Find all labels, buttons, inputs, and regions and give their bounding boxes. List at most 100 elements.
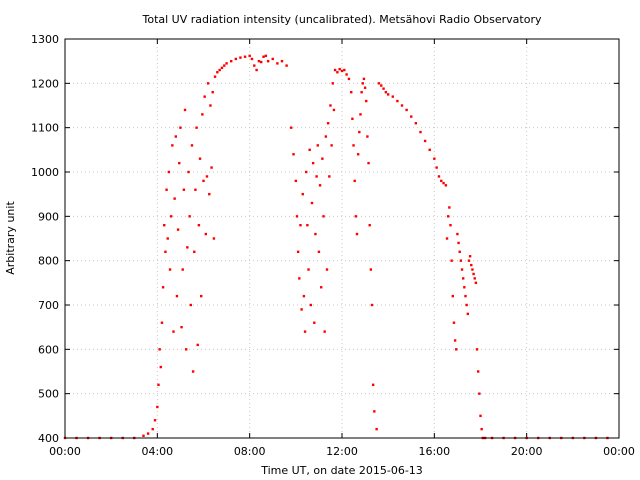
data-point (199, 294, 203, 298)
data-point (204, 232, 208, 236)
data-point (295, 215, 299, 218)
data-point (264, 54, 268, 58)
data-point (478, 392, 481, 395)
data-point (310, 201, 314, 205)
data-point (181, 268, 184, 271)
data-point (216, 71, 219, 74)
data-point (362, 77, 366, 81)
data-point (361, 82, 364, 85)
data-point (448, 206, 451, 209)
data-point (212, 237, 216, 240)
data-point (306, 224, 309, 227)
data-point (311, 161, 315, 165)
data-point (239, 56, 242, 59)
data-point (225, 62, 228, 65)
y-tick-label: 600 (38, 343, 59, 356)
data-point (405, 108, 408, 112)
data-point (460, 268, 464, 271)
data-point (326, 122, 330, 125)
data-point (184, 348, 188, 351)
data-point (250, 57, 254, 61)
grid-lines (65, 39, 619, 438)
data-point (271, 57, 274, 61)
data-point (146, 432, 150, 435)
data-point (455, 348, 458, 351)
y-tick-label: 1100 (31, 122, 59, 135)
x-tick-label: 00:00 (603, 445, 635, 458)
data-point (301, 192, 304, 196)
data-point (298, 277, 301, 280)
data-point (317, 250, 321, 253)
data-point (163, 224, 166, 227)
x-axis-ticks: 00:00 04:00 08:00 12:00 16:00 20:00 00:00 (49, 39, 635, 458)
data-point (414, 122, 418, 125)
data-point (355, 232, 359, 236)
data-point (195, 126, 198, 129)
data-point (375, 427, 378, 431)
data-point (449, 224, 452, 227)
data-point (476, 370, 480, 373)
data-point (174, 135, 177, 138)
y-axis-label: Arbitrary unit (4, 201, 17, 275)
data-point (350, 91, 353, 94)
plot-frame (64, 38, 620, 439)
data-point (211, 91, 214, 94)
data-point (313, 321, 316, 324)
data-point (360, 91, 363, 94)
data-point (183, 108, 187, 112)
data-point (423, 139, 427, 143)
data-point (480, 427, 483, 431)
data-point (187, 170, 190, 174)
data-point (203, 95, 206, 98)
data-point (446, 215, 450, 218)
data-point (340, 69, 344, 73)
data-point (475, 348, 479, 351)
data-point (400, 104, 404, 107)
data-point (333, 68, 337, 72)
data-point (463, 286, 466, 289)
data-point (165, 188, 168, 191)
data-point (223, 64, 226, 67)
data-point (260, 60, 263, 64)
data-point (208, 192, 211, 196)
data-point (189, 303, 193, 307)
y-axis-ticks: 400 500 600 700 800 900 1000 1100 1200 1300 (31, 33, 619, 445)
data-point (316, 144, 319, 147)
data-point (290, 126, 293, 129)
data-point (166, 237, 169, 240)
data-point (450, 259, 453, 262)
data-point (300, 308, 303, 311)
data-point (176, 228, 180, 231)
data-point (299, 224, 302, 227)
data-point (384, 91, 388, 94)
data-point (356, 153, 360, 156)
data-point (321, 157, 324, 160)
data-point (159, 365, 162, 369)
data-point (156, 405, 159, 409)
data-point (465, 303, 468, 307)
data-point (464, 294, 467, 298)
x-tick-label: 08:00 (234, 445, 266, 458)
data-point (160, 321, 164, 324)
data-point (303, 330, 307, 333)
data-point (366, 135, 369, 138)
data-point (157, 383, 160, 386)
data-point (452, 321, 456, 324)
data-point (292, 153, 295, 156)
data-point (201, 113, 204, 116)
data-point (175, 294, 179, 298)
y-tick-label: 700 (38, 299, 59, 312)
data-point (307, 268, 310, 271)
data-point (209, 104, 212, 107)
data-point (445, 237, 449, 240)
data-point (255, 68, 258, 72)
y-tick-label: 400 (38, 432, 59, 445)
data-point (473, 277, 476, 280)
data-point (266, 59, 270, 63)
data-point (377, 82, 381, 85)
data-point (186, 246, 189, 249)
data-point (380, 84, 383, 87)
data-point (168, 268, 172, 271)
data-point (325, 268, 329, 271)
data-point (191, 370, 195, 373)
